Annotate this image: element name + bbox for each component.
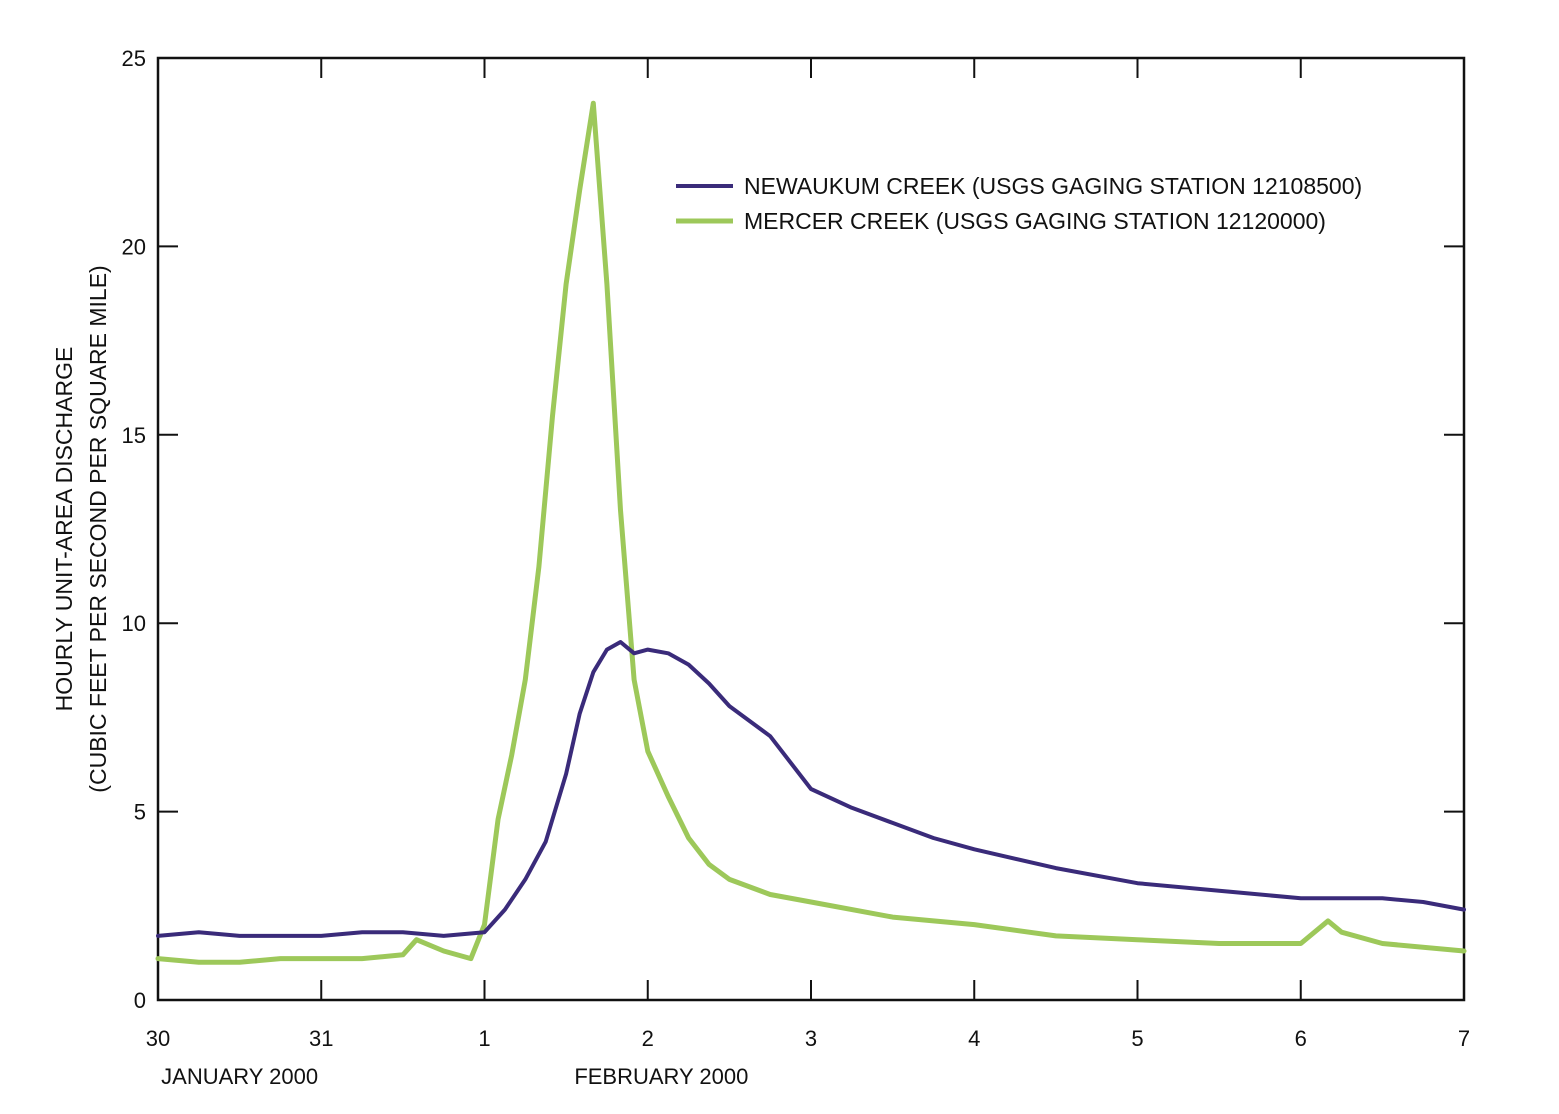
- month-label-1: FEBRUARY 2000: [574, 1064, 748, 1089]
- plot-frame: [156, 56, 1466, 1002]
- x-tick-label-4: 3: [805, 1026, 817, 1051]
- y-tick-label-0: 0: [134, 988, 146, 1013]
- series-line-1: [155, 100, 1467, 965]
- legend: NEWAUKUM CREEK (USGS GAGING STATION 1210…: [676, 173, 1362, 234]
- x-tick-label-7: 6: [1295, 1026, 1307, 1051]
- x-tick-label-6: 5: [1131, 1026, 1143, 1051]
- x-tick-label-8: 7: [1458, 1026, 1470, 1051]
- x-tick-label-2: 1: [478, 1026, 490, 1051]
- legend-label-0: NEWAUKUM CREEK (USGS GAGING STATION 1210…: [744, 173, 1362, 199]
- y-tick-label-2: 10: [122, 611, 146, 636]
- series-lines: [155, 100, 1467, 965]
- y-tick-label-4: 20: [122, 234, 146, 259]
- x-axis-ticks: 30 31 1 2 3 4 5 6 7: [146, 58, 1470, 1051]
- legend-label-1: MERCER CREEK (USGS GAGING STATION 121200…: [744, 208, 1326, 234]
- x-tick-label-5: 4: [968, 1026, 980, 1051]
- y-axis-ticks: 0 5 10 15 20 25: [122, 46, 1464, 1013]
- series-line-0: [156, 640, 1466, 938]
- month-label-0: JANUARY 2000: [161, 1064, 318, 1089]
- y-axis-title-line1: HOURLY UNIT-AREA DISCHARGE: [51, 347, 77, 712]
- y-tick-label-3: 15: [122, 423, 146, 448]
- y-axis-title-line2: (CUBIC FEET PER SECOND PER SQUARE MILE): [85, 265, 111, 792]
- y-tick-label-1: 5: [134, 800, 146, 825]
- y-tick-label-5: 25: [122, 46, 146, 71]
- x-tick-label-1: 31: [309, 1026, 333, 1051]
- x-tick-label-0: 30: [146, 1026, 170, 1051]
- month-labels: JANUARY 2000 FEBRUARY 2000: [161, 1064, 748, 1089]
- x-tick-label-3: 2: [642, 1026, 654, 1051]
